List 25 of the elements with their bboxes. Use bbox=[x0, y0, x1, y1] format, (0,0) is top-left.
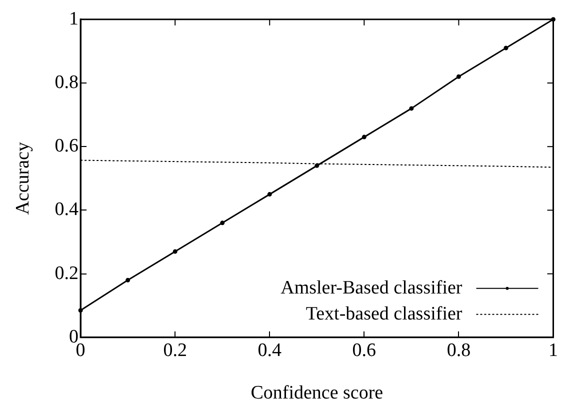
point bbox=[172, 249, 178, 254]
x-tick-label: 0.4 bbox=[258, 340, 282, 361]
x-tick-label: 0.2 bbox=[163, 340, 187, 361]
y-tick-label: 0.2 bbox=[54, 262, 79, 284]
x-tick-label: 1 bbox=[548, 340, 558, 361]
point bbox=[78, 308, 83, 313]
point bbox=[456, 74, 461, 79]
y-axis-title: Accuracy bbox=[12, 142, 34, 215]
point bbox=[551, 17, 556, 22]
x-tick-label: 0.8 bbox=[446, 340, 471, 361]
y-tick-label: 0.4 bbox=[54, 199, 80, 220]
point bbox=[267, 192, 272, 197]
x-tick-label: 0.6 bbox=[352, 340, 376, 361]
legend-label: Text-based classifier bbox=[306, 303, 463, 324]
point bbox=[409, 106, 414, 111]
y-tick-label: 0.8 bbox=[54, 72, 79, 93]
point bbox=[126, 278, 130, 282]
legend-label: Amsler-Based classifier bbox=[280, 277, 463, 298]
y-tick-label: 1 bbox=[69, 8, 79, 30]
point bbox=[314, 163, 320, 168]
x-axis-title: Confidence score bbox=[250, 382, 384, 404]
point bbox=[504, 46, 508, 50]
point bbox=[220, 220, 225, 226]
point bbox=[362, 134, 366, 140]
y-tick-label: 0.6 bbox=[54, 136, 79, 157]
